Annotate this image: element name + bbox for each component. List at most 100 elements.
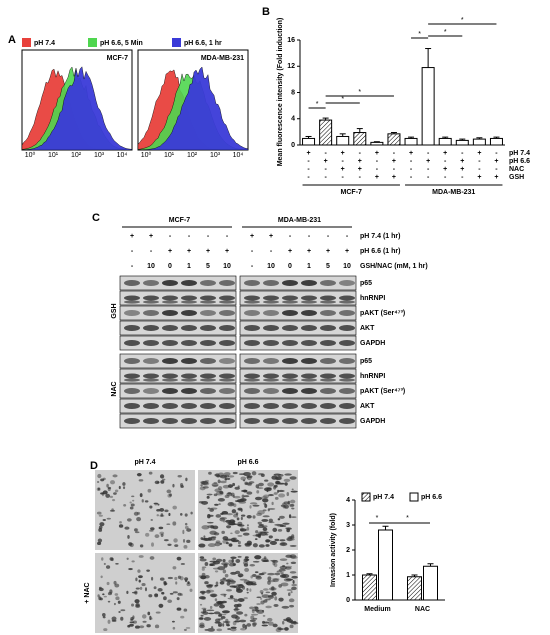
- cell: [274, 596, 278, 601]
- cell: [263, 556, 267, 560]
- cell: [167, 543, 172, 547]
- cell: [223, 593, 226, 598]
- cell: [182, 529, 185, 535]
- blot-band: [320, 325, 336, 331]
- cell: [263, 502, 267, 505]
- blot-band: [244, 325, 260, 331]
- blot-band: [339, 418, 355, 424]
- condition-label: NAC: [509, 166, 524, 173]
- cell: [243, 563, 249, 567]
- blot-band: [320, 310, 336, 316]
- cell: [256, 603, 261, 605]
- cell: [243, 471, 251, 477]
- condition-sign: +: [426, 158, 430, 165]
- cell: [267, 580, 271, 585]
- cell: [222, 539, 228, 544]
- condition-sign: -: [410, 158, 413, 165]
- cell: [184, 513, 188, 517]
- legend-swatch: [172, 38, 181, 47]
- cell: [183, 545, 188, 549]
- cell: [224, 477, 228, 481]
- cell: [265, 544, 270, 547]
- cell: [219, 517, 226, 522]
- cell: [119, 521, 122, 524]
- cell: [187, 581, 190, 585]
- cell: [289, 604, 295, 608]
- blot-band: [339, 378, 355, 382]
- blot-band: [263, 403, 279, 409]
- blot-band: [263, 358, 279, 364]
- cell: [286, 562, 289, 565]
- significance-mark: *: [316, 101, 319, 108]
- cell: [246, 588, 249, 591]
- cell: [202, 611, 209, 615]
- cell: [118, 524, 124, 528]
- cell: [243, 489, 248, 493]
- cell: [290, 621, 299, 625]
- blot-band: [200, 310, 216, 316]
- cell: [201, 572, 206, 577]
- cell: [122, 482, 126, 486]
- cell: [156, 508, 161, 512]
- cell: [278, 493, 286, 498]
- lane-label: -: [251, 248, 254, 255]
- blot-band: [181, 280, 197, 286]
- blot-band: [219, 300, 235, 304]
- blot-band: [162, 340, 178, 346]
- blot-band: [143, 358, 159, 364]
- cell: [163, 539, 169, 542]
- cell: [265, 533, 269, 536]
- cell: [151, 576, 154, 581]
- cell: [273, 473, 282, 476]
- blot-band: [301, 340, 317, 346]
- blot-band: [244, 295, 260, 301]
- cell: [252, 617, 258, 620]
- blot-band: [282, 388, 298, 394]
- blot-band: [143, 418, 159, 424]
- cell: [134, 531, 140, 534]
- lane-label: -: [270, 248, 273, 255]
- cell: [249, 588, 252, 592]
- condition-sign: +: [494, 158, 498, 165]
- cell: [269, 540, 278, 545]
- condition-label: GSH/NAC (mM, 1 hr): [360, 263, 428, 270]
- cell: [222, 623, 225, 627]
- x-tick-label: 10³: [210, 152, 221, 159]
- band-label: AKT: [360, 403, 375, 410]
- cell: [158, 603, 164, 608]
- blot-band: [282, 378, 298, 382]
- cell: [234, 486, 240, 490]
- cell: [202, 481, 210, 486]
- cell: [213, 611, 221, 615]
- cell: [240, 508, 243, 512]
- cell: [138, 479, 144, 482]
- condition-sign: -: [478, 158, 481, 165]
- cell: [289, 503, 295, 508]
- cell: [97, 487, 100, 491]
- cell: [283, 478, 291, 482]
- blot-band: [200, 378, 216, 382]
- blot-band: [200, 373, 216, 379]
- cell: [159, 531, 165, 535]
- cell: [291, 575, 298, 579]
- cell: [110, 480, 116, 485]
- blot-band: [301, 300, 317, 304]
- cell: [252, 504, 260, 507]
- cell: [174, 544, 179, 547]
- cell: [203, 617, 212, 621]
- cell: [244, 613, 248, 617]
- blot-band: [200, 295, 216, 301]
- cell: [263, 531, 269, 534]
- cell: [134, 599, 140, 604]
- blot-band: [282, 373, 298, 379]
- cell: [206, 609, 215, 612]
- blot-band: [339, 325, 355, 331]
- cell: [186, 539, 191, 543]
- cell: [129, 506, 134, 510]
- column-label: pH 7.4: [134, 459, 155, 466]
- group-label: MCF-7: [341, 189, 362, 196]
- cell: [114, 593, 119, 596]
- lane-label: -: [308, 233, 311, 240]
- cell: [280, 543, 286, 545]
- cell: [249, 505, 252, 509]
